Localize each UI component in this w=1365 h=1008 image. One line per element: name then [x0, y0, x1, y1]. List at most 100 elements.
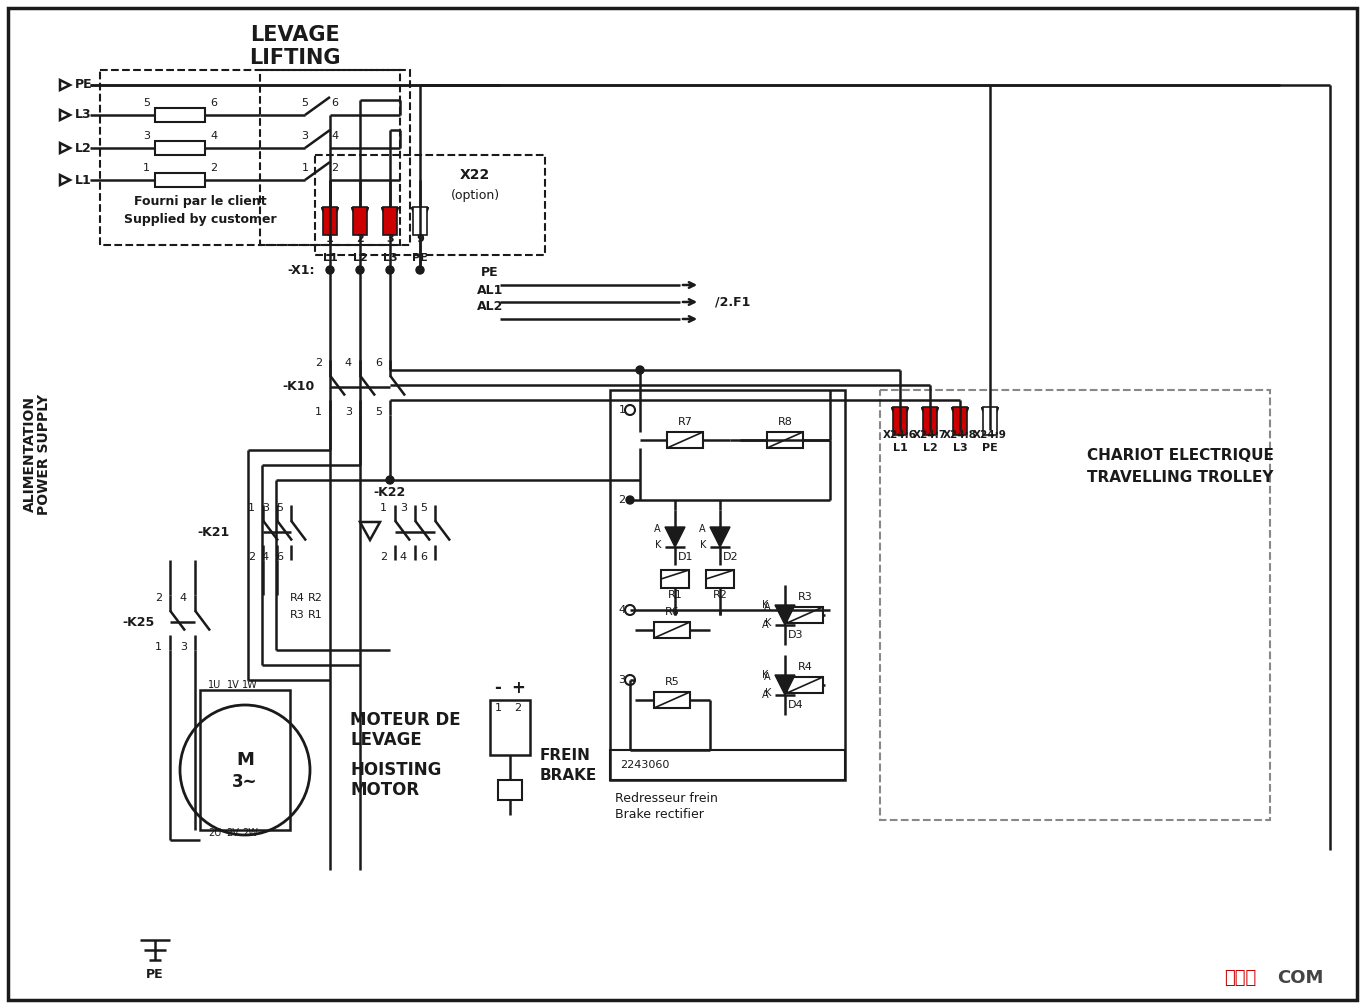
- Circle shape: [416, 266, 425, 274]
- Text: 2243060: 2243060: [620, 760, 669, 770]
- Text: (option): (option): [450, 188, 500, 202]
- Text: 1: 1: [494, 703, 501, 713]
- Text: R5: R5: [665, 677, 680, 687]
- Text: K: K: [762, 600, 768, 610]
- Bar: [100, 70, 409, 245]
- Text: 4: 4: [618, 605, 625, 615]
- Polygon shape: [710, 527, 730, 547]
- Text: K: K: [764, 618, 771, 628]
- Bar: [893, 407, 906, 435]
- Text: L2: L2: [352, 253, 367, 263]
- Text: 2U: 2U: [209, 828, 221, 838]
- Text: 2W: 2W: [242, 828, 258, 838]
- Text: L2: L2: [923, 443, 938, 453]
- Text: 2: 2: [379, 552, 388, 562]
- Bar: [156, 108, 205, 122]
- Text: 6: 6: [210, 98, 217, 108]
- Text: Brake rectifier: Brake rectifier: [616, 808, 704, 822]
- Text: 3: 3: [618, 675, 625, 685]
- Text: AL2: AL2: [476, 300, 504, 313]
- Text: 2: 2: [515, 703, 521, 713]
- Text: 4: 4: [345, 358, 352, 368]
- Text: 3: 3: [400, 503, 407, 513]
- Bar: [259, 70, 400, 245]
- Text: AL1: AL1: [476, 283, 504, 296]
- Bar: [788, 677, 823, 694]
- Text: 2: 2: [210, 163, 217, 173]
- Text: L3: L3: [75, 109, 91, 122]
- Text: 4: 4: [332, 131, 339, 141]
- Bar: [156, 173, 205, 187]
- Text: M: M: [236, 751, 254, 769]
- Text: 接线图: 接线图: [1224, 969, 1256, 987]
- Text: 3: 3: [302, 131, 308, 141]
- Bar: [661, 570, 689, 588]
- Text: 4: 4: [400, 552, 407, 562]
- Text: 2: 2: [154, 593, 162, 603]
- Circle shape: [326, 266, 334, 274]
- Text: X22: X22: [460, 168, 490, 182]
- Text: X24:6: X24:6: [883, 430, 917, 440]
- Text: 3: 3: [143, 131, 150, 141]
- Text: L1: L1: [322, 253, 337, 263]
- Text: Supplied by customer: Supplied by customer: [124, 214, 276, 227]
- Polygon shape: [775, 675, 794, 695]
- Text: ALIMENTATION: ALIMENTATION: [23, 396, 37, 512]
- Circle shape: [386, 266, 394, 274]
- Text: FREIN: FREIN: [541, 748, 591, 762]
- Text: 6: 6: [276, 552, 283, 562]
- Text: A: A: [762, 690, 768, 700]
- Text: PE: PE: [482, 266, 498, 279]
- Text: MOTOR: MOTOR: [349, 781, 419, 799]
- Bar: [880, 390, 1269, 820]
- Polygon shape: [665, 527, 685, 547]
- Text: LEVAGE: LEVAGE: [250, 25, 340, 45]
- Text: D3: D3: [788, 630, 804, 640]
- Text: R8: R8: [778, 417, 793, 427]
- Text: BRAKE: BRAKE: [541, 767, 598, 782]
- Text: 2: 2: [618, 495, 625, 505]
- Text: 3: 3: [262, 503, 269, 513]
- Text: 5: 5: [143, 98, 150, 108]
- Text: 2: 2: [332, 163, 339, 173]
- Text: 3: 3: [180, 642, 187, 652]
- Bar: [610, 390, 845, 780]
- Bar: [983, 407, 996, 435]
- Text: MOTEUR DE: MOTEUR DE: [349, 711, 460, 729]
- Bar: [923, 407, 936, 435]
- Bar: [324, 207, 337, 235]
- Text: PE: PE: [146, 969, 164, 982]
- Text: L3: L3: [953, 443, 968, 453]
- Text: -K10: -K10: [283, 380, 315, 393]
- Text: -: -: [494, 679, 501, 697]
- Text: L1: L1: [893, 443, 908, 453]
- Text: 1: 1: [315, 407, 322, 417]
- Bar: [384, 207, 397, 235]
- Bar: [354, 207, 367, 235]
- Text: 1: 1: [379, 503, 388, 513]
- Text: 4: 4: [180, 593, 187, 603]
- Text: 1: 1: [248, 503, 255, 513]
- Text: K: K: [762, 670, 768, 680]
- Text: 2: 2: [315, 358, 322, 368]
- Bar: [498, 780, 521, 800]
- Text: CHARIOT ELECTRIQUE: CHARIOT ELECTRIQUE: [1087, 448, 1274, 463]
- Text: 1: 1: [326, 234, 334, 244]
- Text: LIFTING: LIFTING: [250, 48, 341, 68]
- Text: R7: R7: [677, 417, 692, 427]
- Bar: [156, 141, 205, 155]
- Text: A: A: [764, 672, 771, 682]
- Text: A: A: [764, 602, 771, 612]
- Text: D2: D2: [723, 552, 738, 562]
- Text: R1: R1: [667, 590, 682, 600]
- Text: R2: R2: [308, 593, 324, 603]
- Text: D4: D4: [788, 700, 804, 710]
- Text: X24:8: X24:8: [943, 430, 977, 440]
- Bar: [201, 690, 289, 830]
- Text: K: K: [655, 540, 661, 550]
- Text: 5: 5: [302, 98, 308, 108]
- Text: COM: COM: [1276, 969, 1323, 987]
- Text: 3~: 3~: [232, 773, 258, 791]
- Text: Redresseur frein: Redresseur frein: [616, 791, 718, 804]
- Text: K: K: [764, 688, 771, 698]
